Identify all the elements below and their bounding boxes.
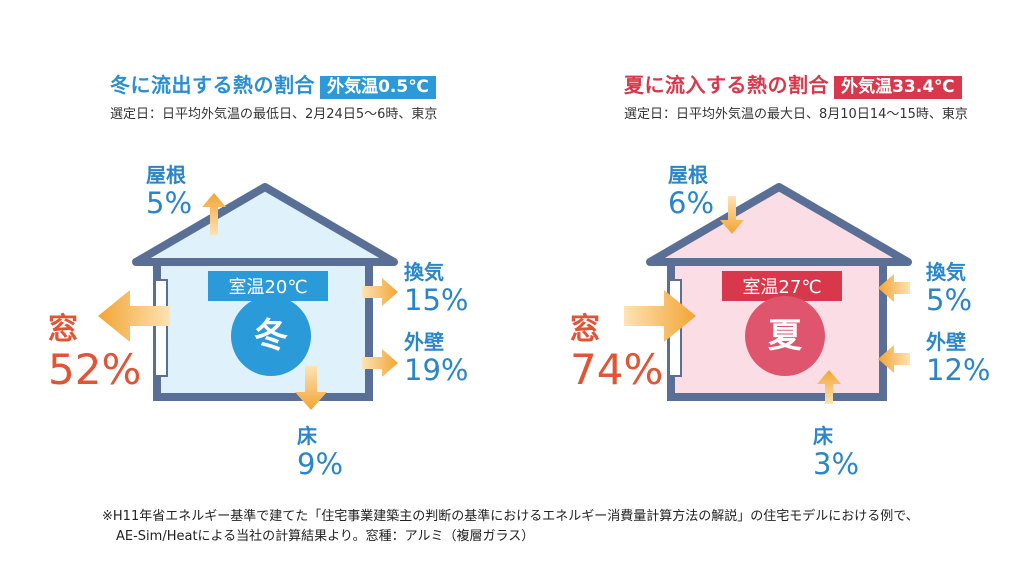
- winter-roof-group: 屋根 5%: [146, 159, 192, 218]
- winter-window-group: 窓 52%: [48, 304, 141, 392]
- winter-floor-arrow: [295, 366, 327, 410]
- summer-window-arrow: [624, 290, 696, 342]
- winter-floor-value: 9%: [297, 447, 344, 481]
- winter-wall-label: 外壁: [404, 330, 444, 354]
- summer-roof-group: 屋根 6%: [668, 159, 714, 218]
- summer-season-circle: 夏: [745, 296, 825, 376]
- summer-roof-label: 屋根: [668, 163, 708, 187]
- winter-vent-label: 換気: [404, 260, 444, 284]
- winter-window-arrow: [98, 290, 170, 342]
- winter-vent-arrow: [362, 278, 398, 306]
- summer-vent-label: 換気: [926, 260, 966, 284]
- winter-floor-label: 床: [297, 424, 317, 448]
- summer-floor-group: 床 3%: [813, 420, 859, 479]
- summer-vent-arrow: [878, 274, 910, 302]
- winter-wall-arrow: [362, 349, 398, 377]
- footnote-line-1: ※H11年省エネルギー基準で建てた「住宅事業建築主の判断の基準におけるエネルギー…: [102, 509, 919, 524]
- summer-wall-value: 12%: [926, 353, 991, 387]
- winter-title: 冬に流出する熱の割合: [110, 73, 315, 97]
- footnote: ※H11年省エネルギー基準で建てた「住宅事業建築主の判断の基準におけるエネルギー…: [102, 507, 919, 547]
- winter-wall-value: 19%: [404, 353, 469, 387]
- summer-window-label: 窓: [570, 312, 600, 347]
- winter-season-circle: 冬: [231, 296, 311, 376]
- winter-wall-group: 外壁 19%: [404, 326, 468, 385]
- winter-window-value: 52%: [48, 345, 142, 394]
- winter-roof-value: 5%: [146, 186, 193, 220]
- summer-title: 夏に流入する熱の割合: [624, 73, 829, 97]
- summer-floor-value: 3%: [813, 447, 860, 481]
- summer-vent-value: 5%: [926, 283, 973, 317]
- summer-outdoor-temp-badge: 外気温33.4℃: [834, 76, 962, 99]
- summer-wall-group: 外壁 12%: [926, 326, 990, 385]
- summer-wall-arrow: [878, 345, 910, 373]
- summer-floor-label: 床: [813, 424, 833, 448]
- winter-window-label: 窓: [48, 312, 78, 347]
- summer-floor-arrow: [817, 370, 841, 404]
- winter-vent-group: 換気 15%: [404, 256, 468, 315]
- winter-vent-value: 15%: [404, 283, 469, 317]
- winter-outdoor-temp-badge: 外気温0.5℃: [320, 76, 436, 99]
- summer-window-group: 窓 74%: [570, 304, 663, 392]
- summer-subtitle: 選定日：日平均外気温の最大日、8月10日14〜15時、東京: [624, 107, 968, 122]
- summer-roof-value: 6%: [668, 186, 715, 220]
- summer-vent-group: 換気 5%: [926, 256, 972, 315]
- footnote-line-2: AE-Sim/Heatによる当社の計算結果より。窓種：アルミ（複層ガラス）: [116, 529, 535, 544]
- summer-window-value: 74%: [570, 345, 664, 394]
- winter-header: 冬に流出する熱の割合 外気温0.5℃: [110, 69, 436, 99]
- summer-roof-arrow: [720, 196, 744, 234]
- summer-room-temp: 室温27℃: [722, 271, 842, 301]
- winter-subtitle: 選定日：日平均外気温の最低日、2月24日5〜6時、東京: [110, 107, 438, 122]
- winter-roof-label: 屋根: [146, 163, 186, 187]
- summer-wall-label: 外壁: [926, 330, 966, 354]
- summer-header: 夏に流入する熱の割合 外気温33.4℃: [624, 69, 962, 99]
- winter-roof-arrow: [202, 193, 226, 235]
- winter-floor-group: 床 9%: [297, 420, 343, 479]
